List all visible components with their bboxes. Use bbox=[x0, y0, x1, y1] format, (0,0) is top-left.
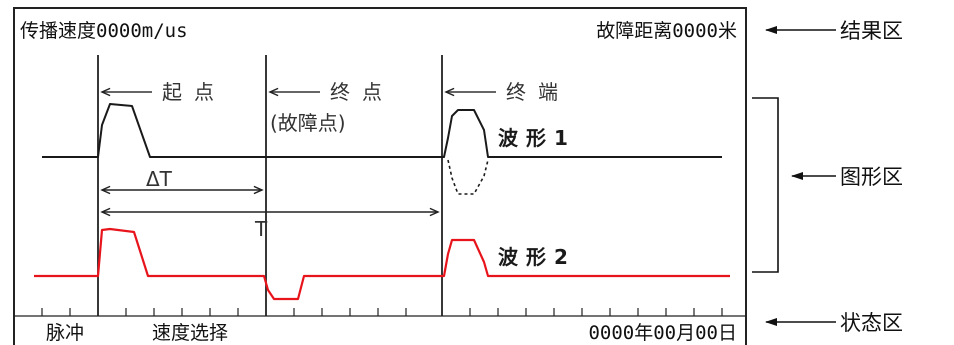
delta-t-label: ΔT bbox=[146, 167, 173, 191]
terminal-label: 终端 bbox=[506, 80, 570, 104]
end-point-label: 终点 bbox=[330, 80, 394, 104]
time-axis-ticks bbox=[14, 308, 746, 317]
fault-distance-label: 故障距离0000米 bbox=[596, 20, 737, 42]
graphic-zone-bracket bbox=[752, 97, 779, 273]
waveform-1-label: 波形1 bbox=[498, 126, 576, 150]
waveform-2-label: 波形2 bbox=[498, 245, 576, 269]
graphic-zone-label: 图形区 bbox=[840, 165, 903, 189]
screen-frame bbox=[13, 7, 747, 345]
t-label: T bbox=[254, 217, 268, 241]
waveform-2-trace bbox=[34, 227, 730, 301]
date-label: 0000年00月00日 bbox=[588, 322, 737, 344]
fault-point-label: (故障点) bbox=[270, 111, 346, 135]
speed-select-label: 速度选择 bbox=[152, 322, 228, 344]
start-point-label: 起点 bbox=[162, 80, 226, 104]
waveform-1-trace bbox=[42, 103, 722, 158]
propagation-speed-label: 传播速度0000m/us bbox=[20, 20, 188, 42]
result-zone-label: 结果区 bbox=[840, 19, 903, 43]
waveform-1-dashed-reflection bbox=[447, 159, 489, 195]
pulse-label: 脉冲 bbox=[46, 322, 84, 344]
status-zone-label: 状态区 bbox=[840, 311, 903, 335]
